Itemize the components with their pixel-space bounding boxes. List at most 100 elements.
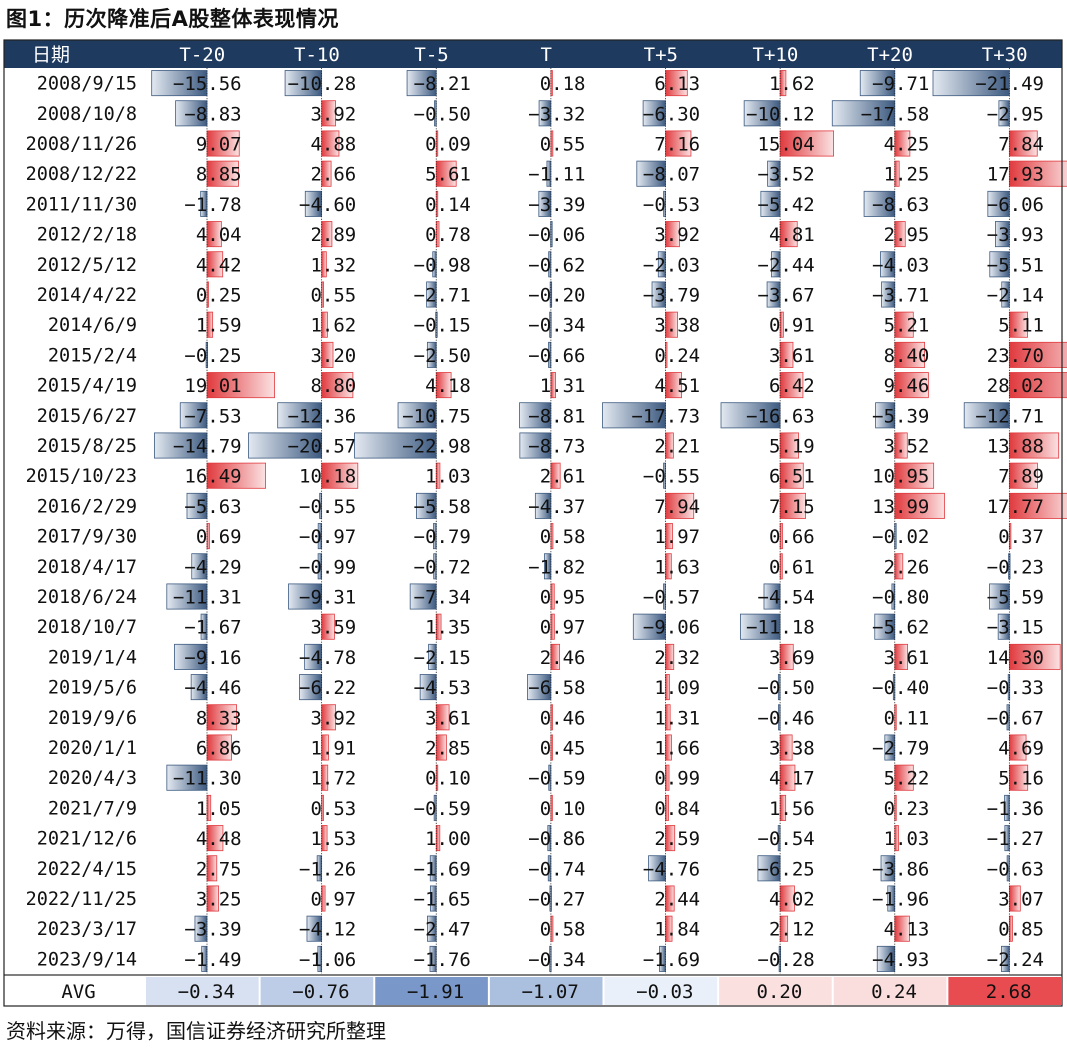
cell-value: −0.25 bbox=[184, 345, 241, 367]
cell-value: −0.53 bbox=[643, 194, 700, 216]
cell-value: −0.27 bbox=[528, 889, 585, 911]
header-T: T bbox=[540, 44, 551, 66]
cell-value: −6.25 bbox=[758, 858, 815, 880]
negative-bar bbox=[151, 70, 208, 97]
cell-value: −3.79 bbox=[643, 285, 700, 307]
row-date: 2015/8/25 bbox=[37, 436, 137, 457]
cell-value: 1.84 bbox=[654, 919, 700, 941]
cell-value: −3.67 bbox=[758, 285, 815, 307]
cell-value: 3.52 bbox=[884, 436, 930, 458]
row-date: 2014/6/9 bbox=[48, 315, 137, 336]
cell-value: 0.69 bbox=[196, 526, 242, 548]
cell-value: 2.85 bbox=[425, 738, 471, 760]
cell-value: 6.86 bbox=[196, 738, 242, 760]
avg-value: −0.76 bbox=[292, 981, 349, 1003]
row-date: 2012/5/12 bbox=[37, 255, 137, 276]
cell-value: 3.20 bbox=[310, 345, 356, 367]
positive-bar bbox=[894, 372, 929, 399]
row-date: 2016/2/29 bbox=[37, 496, 137, 517]
cell-value: 1.53 bbox=[310, 828, 356, 850]
cell-value: −1.69 bbox=[643, 949, 700, 971]
cell-value: −2.14 bbox=[987, 285, 1044, 307]
row-date: 2015/2/4 bbox=[48, 345, 137, 366]
cell-value: −22.98 bbox=[402, 436, 471, 458]
cell-value: 7.84 bbox=[998, 134, 1044, 156]
cell-value: 2.61 bbox=[540, 466, 586, 488]
cell-value: 3.92 bbox=[654, 224, 700, 246]
cell-value: −6.22 bbox=[299, 677, 356, 699]
avg-value: −0.34 bbox=[178, 981, 235, 1003]
negative-bar bbox=[932, 70, 1010, 97]
row-date: 2018/6/24 bbox=[37, 587, 137, 608]
cell-value: 19.01 bbox=[184, 375, 241, 397]
avg-cell bbox=[833, 977, 947, 1005]
cell-value: −11.31 bbox=[173, 587, 242, 609]
cell-value: 0.91 bbox=[769, 315, 815, 337]
cell-value: 5.11 bbox=[998, 315, 1044, 337]
cell-value: −2.95 bbox=[987, 103, 1044, 125]
cell-value: 0.18 bbox=[540, 73, 586, 95]
cell-value: 2.89 bbox=[310, 224, 356, 246]
cell-value: −1.11 bbox=[528, 164, 585, 186]
cell-value: −7.34 bbox=[414, 587, 471, 609]
negative-bar bbox=[409, 583, 437, 610]
cell-value: −14.79 bbox=[173, 436, 242, 458]
cell-value: −8.81 bbox=[528, 405, 585, 427]
negative-bar bbox=[288, 583, 323, 610]
cell-value: 4.51 bbox=[654, 375, 700, 397]
header-T+30: T+30 bbox=[982, 44, 1028, 66]
cell-value: −5.58 bbox=[414, 496, 471, 518]
cell-value: 8.40 bbox=[884, 345, 930, 367]
cell-value: 2.95 bbox=[884, 224, 930, 246]
cell-value: −4.46 bbox=[184, 677, 241, 699]
cell-value: 2.12 bbox=[769, 919, 815, 941]
cell-value: −20.57 bbox=[288, 436, 357, 458]
avg-value: 0.20 bbox=[757, 981, 803, 1003]
cell-value: 0.11 bbox=[884, 707, 930, 729]
row-date: 2008/11/26 bbox=[26, 134, 137, 155]
cell-value: −4.93 bbox=[872, 949, 929, 971]
avg-cell bbox=[489, 977, 603, 1005]
positive-bar bbox=[894, 492, 945, 519]
cell-value: 3.38 bbox=[654, 315, 700, 337]
cell-value: −2.03 bbox=[643, 254, 700, 276]
avg-cell bbox=[719, 977, 832, 1005]
negative-bar bbox=[166, 583, 208, 610]
negative-bar bbox=[963, 402, 1010, 429]
cell-value: 0.55 bbox=[310, 285, 356, 307]
cell-value: −2.24 bbox=[987, 949, 1044, 971]
cell-value: −0.28 bbox=[758, 949, 815, 971]
cell-value: 1.31 bbox=[540, 375, 586, 397]
cell-value: −2.71 bbox=[414, 285, 471, 307]
cell-value: −1.69 bbox=[414, 858, 471, 880]
cell-value: −11.30 bbox=[173, 768, 242, 790]
cell-value: 16.49 bbox=[184, 466, 241, 488]
cell-value: 10.95 bbox=[872, 466, 929, 488]
avg-cell bbox=[604, 977, 718, 1005]
avg-cell bbox=[260, 977, 374, 1005]
cell-value: −1.65 bbox=[414, 889, 471, 911]
negative-bar bbox=[354, 432, 437, 459]
cell-value: −0.50 bbox=[414, 103, 471, 125]
cell-value: 0.10 bbox=[540, 798, 586, 820]
cell-value: 2.44 bbox=[654, 889, 700, 911]
negative-bar bbox=[248, 432, 323, 459]
cell-value: 9.07 bbox=[196, 134, 242, 156]
cell-value: 0.55 bbox=[540, 134, 586, 156]
cell-value: −0.15 bbox=[414, 315, 471, 337]
cell-value: 4.88 bbox=[310, 134, 356, 156]
cell-value: 0.58 bbox=[540, 526, 586, 548]
positive-bar bbox=[321, 462, 359, 489]
cell-value: −5.42 bbox=[758, 194, 815, 216]
cell-value: −2.47 bbox=[414, 919, 471, 941]
cell-value: −0.55 bbox=[643, 466, 700, 488]
cell-value: 1.91 bbox=[310, 738, 356, 760]
cell-value: −0.63 bbox=[987, 858, 1044, 880]
cell-value: 2.66 bbox=[310, 164, 356, 186]
cell-value: −2.44 bbox=[758, 254, 815, 276]
positive-bar bbox=[1008, 372, 1067, 399]
cell-value: 0.10 bbox=[425, 768, 471, 790]
positive-bar bbox=[894, 462, 935, 489]
row-date: 2017/9/30 bbox=[37, 527, 137, 548]
cell-value: 3.61 bbox=[769, 345, 815, 367]
